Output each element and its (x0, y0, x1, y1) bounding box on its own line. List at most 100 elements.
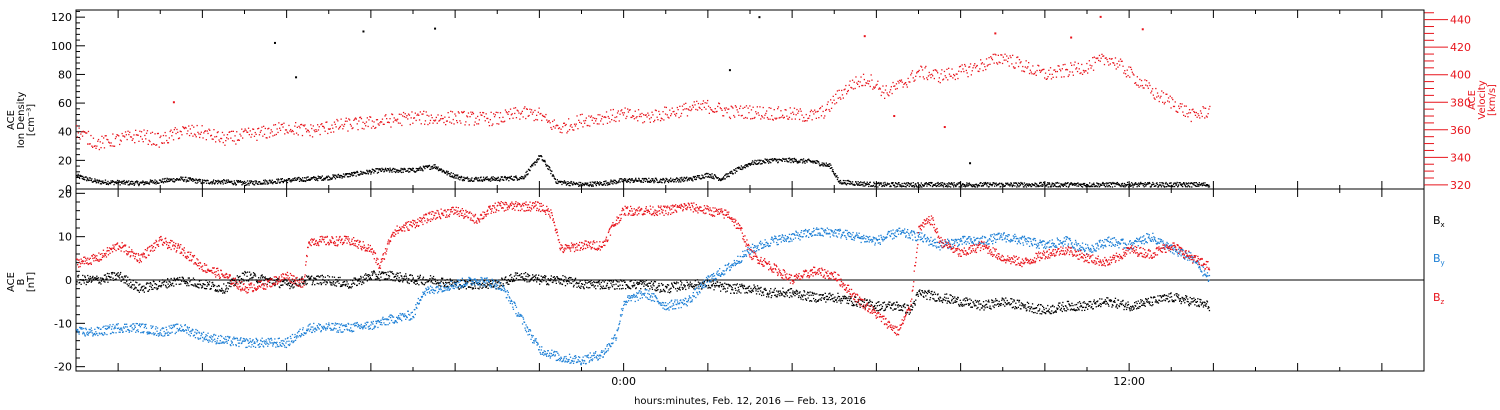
velocity-point (792, 111, 794, 113)
velocity-point (1183, 105, 1186, 107)
field-point-bx (504, 278, 506, 280)
field-point-bx (194, 283, 196, 285)
field-point-bx (521, 276, 524, 278)
density-point (201, 182, 203, 184)
velocity-point (136, 134, 138, 136)
density-point (224, 179, 226, 182)
velocity-point (101, 135, 103, 137)
density-point (254, 180, 256, 182)
velocity-point (236, 139, 239, 141)
field-point-bx (282, 284, 284, 286)
density-point (1196, 185, 1198, 187)
velocity-point (345, 117, 347, 119)
velocity-point (165, 135, 167, 137)
density-point (1049, 186, 1051, 188)
field-point-bx (110, 276, 112, 278)
velocity-point (1186, 113, 1188, 115)
field-point-bx (149, 282, 152, 284)
field-point-bx (607, 279, 609, 282)
velocity-point (176, 128, 178, 131)
density-point (91, 178, 93, 180)
density-point (1173, 182, 1175, 184)
density-point (162, 181, 164, 183)
density-point (308, 178, 310, 181)
velocity-point (294, 125, 296, 127)
density-point (587, 182, 589, 184)
density-point (1054, 183, 1056, 186)
velocity-point (707, 99, 709, 102)
velocity-point (536, 114, 538, 116)
velocity-point (450, 122, 453, 124)
velocity-point (1198, 114, 1200, 117)
density-point (279, 181, 281, 183)
density-point (776, 158, 778, 161)
density-point (808, 158, 810, 160)
density-point (449, 175, 451, 177)
velocity-point (231, 130, 233, 132)
velocity-point (377, 123, 379, 125)
velocity-point (718, 102, 720, 104)
velocity-point (697, 102, 700, 105)
field-point-bx (513, 275, 516, 277)
field-point-bx (100, 280, 103, 282)
density-point (814, 161, 816, 163)
density-point (833, 172, 835, 174)
density-point (165, 181, 167, 183)
velocity-point (330, 131, 332, 133)
velocity-point (745, 105, 748, 107)
velocity-point (833, 99, 835, 101)
field-point-bx (191, 279, 193, 281)
field-point-bx (388, 277, 390, 279)
velocity-point (246, 131, 248, 133)
density-point (884, 183, 887, 185)
density-point (185, 181, 187, 183)
field-point-bx (183, 280, 185, 283)
field-point-bx (591, 282, 593, 284)
velocity-tick-label: 420 (1450, 41, 1471, 54)
density-point (98, 181, 100, 183)
velocity-point (997, 54, 999, 56)
density-point (789, 158, 792, 160)
velocity-point (416, 114, 418, 116)
density-point (418, 169, 420, 171)
field-point-bx (188, 285, 190, 287)
density-point (637, 180, 639, 182)
velocity-point (283, 122, 285, 124)
velocity-point (579, 121, 581, 123)
density-point (671, 180, 673, 182)
density-point (734, 172, 736, 174)
velocity-point (1159, 97, 1161, 99)
field-point-bx (419, 274, 421, 276)
velocity-point (1125, 76, 1128, 78)
density-point (397, 171, 399, 173)
density-point (1168, 182, 1171, 184)
density-point (949, 182, 951, 184)
density-point (872, 184, 874, 187)
density-point (362, 173, 364, 175)
velocity-point (666, 114, 668, 116)
velocity-point (122, 135, 124, 137)
velocity-point (335, 126, 337, 128)
velocity-point (318, 126, 320, 128)
field-point-bx (367, 276, 369, 278)
velocity-point (601, 115, 603, 117)
field-point-bx (580, 285, 582, 287)
velocity-point (922, 76, 924, 78)
density-point (565, 184, 568, 186)
density-point (1059, 185, 1061, 187)
density-series (76, 16, 1211, 188)
velocity-point (177, 131, 179, 133)
density-point (649, 179, 651, 181)
velocity-point (1161, 90, 1163, 92)
field-point-bx (254, 273, 256, 276)
field-point-bx (217, 291, 219, 293)
density-point (1124, 186, 1126, 188)
velocity-point (844, 88, 846, 90)
density-point (865, 183, 867, 185)
velocity-point (1124, 73, 1127, 75)
velocity-point (447, 112, 449, 114)
density-point (683, 180, 685, 183)
density-point (467, 180, 470, 182)
velocity-point (900, 79, 903, 81)
velocity-point (869, 85, 871, 88)
